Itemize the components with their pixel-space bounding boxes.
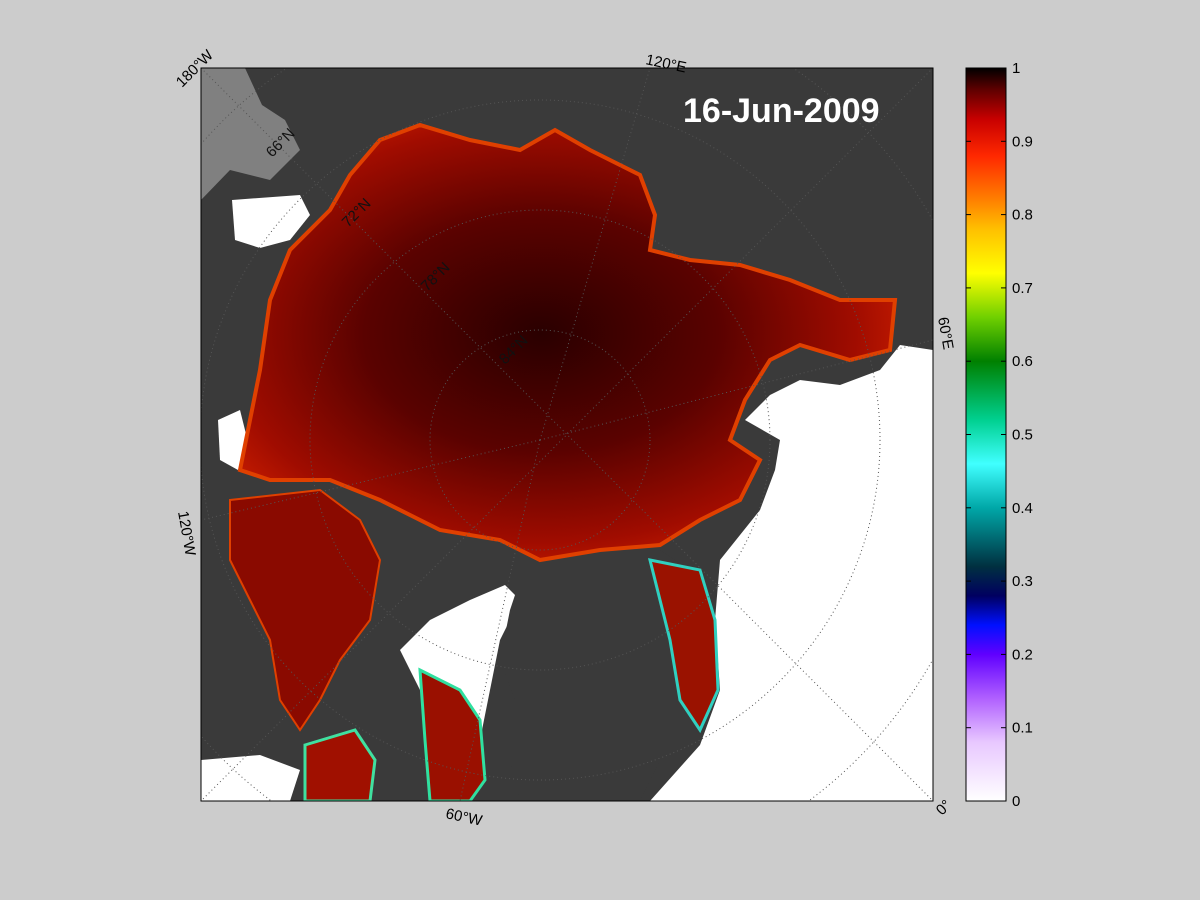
colorbar-ticks: 1 0.9 0.8 0.7 0.6 0.5 0.4 0.3 0.2 0.1 0 [966, 60, 1033, 810]
colorbar-tick-label: 0.7 [1012, 280, 1033, 297]
graticule [201, 68, 933, 801]
map-panel [201, 68, 933, 801]
colorbar-tick-label: 0.2 [1012, 646, 1033, 663]
colorbar-gradient [965, 67, 1007, 802]
colorbar-tick-label: 0.8 [1012, 207, 1033, 224]
colorbar-tick-label: 0.6 [1012, 353, 1033, 370]
colorbar-tick-label: 1 [1012, 60, 1020, 77]
map-frame [200, 67, 934, 802]
colorbar-tick-label: 0.5 [1012, 427, 1033, 444]
archipelago-ice [229, 488, 382, 732]
open-water-hudson [201, 755, 300, 801]
open-water-bering [232, 195, 310, 248]
colorbar-tick-label: 0.9 [1012, 133, 1033, 150]
colorbar: 1 0.9 0.8 0.7 0.6 0.5 0.4 0.3 0.2 0.1 0 [965, 60, 1033, 810]
colorbar-tick-label: 0.3 [1012, 573, 1033, 590]
greenland-east-ice [647, 558, 720, 734]
land-mask-region [201, 68, 300, 200]
colorbar-tick-label: 0 [1012, 793, 1020, 810]
lon-label-0: 0° [933, 797, 955, 819]
hudson-ice [303, 728, 377, 801]
sea-ice-pack [237, 122, 898, 563]
baffin-ice [418, 667, 487, 801]
date-label: 16-Jun-2009 [683, 92, 880, 130]
lon-label-60w: 60°W [444, 805, 484, 829]
lon-label-120w: 120°W [174, 510, 199, 558]
open-water-atlantic [650, 345, 933, 801]
lon-label-60e: 60°E [934, 316, 956, 351]
greenland [500, 545, 690, 801]
colorbar-tick-label: 0.4 [1012, 500, 1033, 517]
colorbar-tick-label: 0.1 [1012, 720, 1033, 737]
